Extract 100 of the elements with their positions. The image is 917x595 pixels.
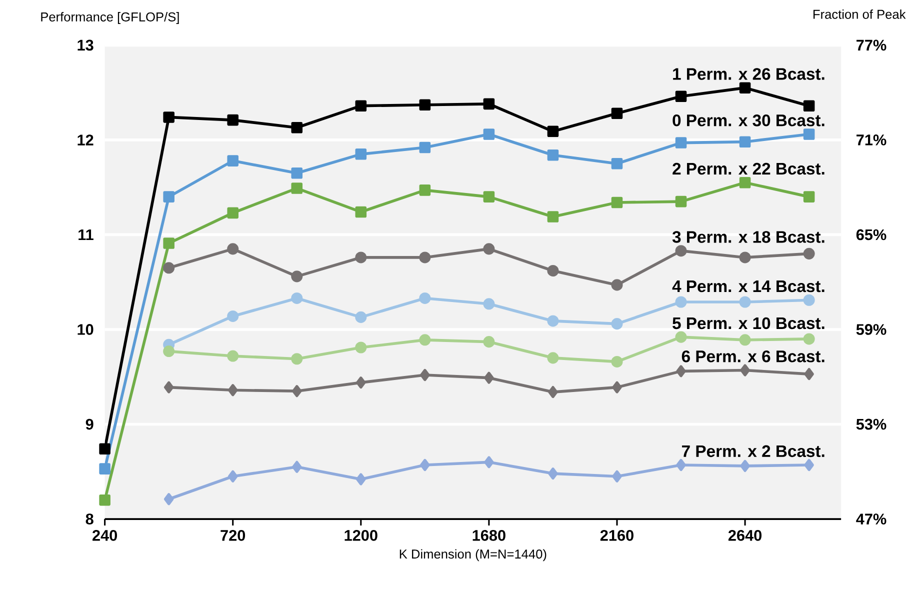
y2-tick-label: 59% <box>856 324 886 335</box>
point <box>419 184 431 196</box>
point <box>612 381 622 394</box>
point <box>99 443 110 455</box>
point <box>676 459 686 472</box>
y-tick-label: 11 <box>78 229 94 240</box>
x-axis-title: K Dimension (M=N=1440) <box>400 549 546 562</box>
point <box>611 318 623 330</box>
point <box>484 456 494 468</box>
point <box>739 252 751 264</box>
point <box>547 149 559 161</box>
point <box>483 336 495 348</box>
point <box>355 311 367 323</box>
point <box>419 334 431 346</box>
point <box>164 381 174 394</box>
point <box>547 126 559 138</box>
point <box>675 90 687 102</box>
point <box>355 342 367 354</box>
point <box>804 459 814 472</box>
point <box>355 148 367 160</box>
point <box>291 292 303 304</box>
point <box>611 356 623 368</box>
point <box>612 470 622 482</box>
point <box>227 155 238 166</box>
point <box>419 99 431 111</box>
point <box>227 207 238 219</box>
series-label: 3 Perm. x 18 Bcast. <box>672 231 824 243</box>
point <box>163 112 174 123</box>
y-tick-label: 9 <box>86 418 94 430</box>
point <box>291 122 303 134</box>
x-tick-label: 1680 <box>472 530 506 541</box>
point <box>739 296 751 308</box>
point <box>803 294 815 306</box>
point <box>739 136 751 148</box>
point <box>163 346 175 358</box>
x-tick-label: 2160 <box>600 530 634 541</box>
point <box>355 252 367 264</box>
y2-tick-label: 71% <box>856 134 886 146</box>
x-tick-label: 720 <box>220 530 246 541</box>
point <box>483 128 495 140</box>
point <box>740 460 750 472</box>
series-label: 2 Perm. x 22 Bcast. <box>672 162 824 175</box>
point <box>611 279 623 291</box>
y2-tick-label: 47% <box>856 514 886 524</box>
point <box>484 372 494 384</box>
point <box>483 298 495 310</box>
point <box>803 100 815 112</box>
point <box>739 334 751 346</box>
point <box>803 248 815 260</box>
point <box>227 310 239 322</box>
series-label: 6 Perm. x 6 Bcast. <box>682 350 824 362</box>
point <box>291 270 303 282</box>
point <box>356 473 366 486</box>
point <box>483 98 495 110</box>
series-label: 4 Perm. x 14 Bcast. <box>672 280 824 292</box>
point <box>164 493 174 506</box>
point <box>420 368 430 382</box>
x-tick-label: 2640 <box>728 530 762 541</box>
y2-tick-label: 77% <box>856 40 886 51</box>
point <box>355 206 367 218</box>
y-tick-label: 10 <box>78 324 94 335</box>
point <box>740 364 750 376</box>
point <box>356 376 366 389</box>
y-tick-label: 13 <box>78 40 94 51</box>
point <box>291 167 303 179</box>
point <box>419 292 431 304</box>
series-label: 7 Perm. x 2 Bcast. <box>682 445 824 458</box>
point <box>611 158 623 170</box>
point <box>675 296 687 308</box>
point <box>291 353 303 365</box>
x-tick-label: 1200 <box>344 530 378 541</box>
y-tick-label: 12 <box>78 134 94 146</box>
point <box>99 494 110 506</box>
series-label: 0 Perm. x 30 Bcast. <box>672 114 824 126</box>
series-label: 1 Perm. x 26 Bcast. <box>673 68 824 80</box>
point <box>228 470 238 482</box>
point <box>803 128 815 140</box>
point <box>483 243 495 255</box>
point <box>675 331 687 343</box>
point <box>292 385 302 398</box>
point <box>419 252 431 264</box>
y-tick-label: 8 <box>86 514 94 524</box>
point <box>420 459 430 472</box>
point <box>548 468 558 480</box>
y2-tick-label: 65% <box>856 229 886 240</box>
y-axis-title: Performance [GFLOP/S] <box>41 12 179 24</box>
point <box>483 191 495 202</box>
point <box>739 176 751 188</box>
point <box>99 463 110 474</box>
point <box>739 82 751 94</box>
y2-axis-title: Fraction of Peak <box>813 9 906 19</box>
point <box>291 182 303 194</box>
point <box>675 245 687 257</box>
point <box>611 108 623 120</box>
point <box>355 100 367 112</box>
point <box>676 365 686 378</box>
point <box>227 350 239 362</box>
series-label: 5 Perm. x 10 Bcast. <box>672 317 824 330</box>
point <box>803 333 815 345</box>
point <box>675 196 687 208</box>
